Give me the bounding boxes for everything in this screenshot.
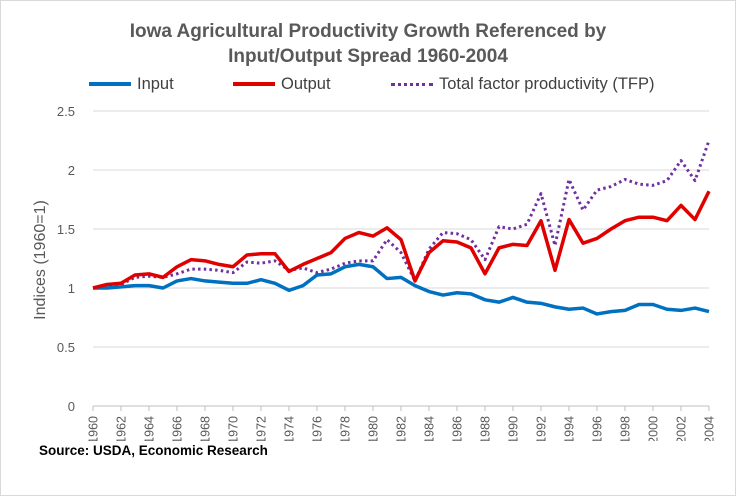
y-tick-label: 1.5 xyxy=(57,222,75,237)
x-tick-label: 2004 xyxy=(703,416,717,441)
x-tick-label: 1992 xyxy=(535,416,549,441)
x-tick-label: 1978 xyxy=(339,416,353,441)
chart-frame: Iowa Agricultural Productivity Growth Re… xyxy=(0,0,736,496)
gridlines xyxy=(93,111,709,406)
x-tick-label: 1980 xyxy=(367,416,381,441)
x-tick-label: 1996 xyxy=(591,416,605,441)
series-line-input xyxy=(93,264,709,314)
series-line-total-factor-productivity-tfp xyxy=(93,141,709,289)
series-line-output xyxy=(93,191,709,288)
x-tick-label: 2000 xyxy=(647,416,661,441)
y-axis-title: Indices (1960=1) xyxy=(32,200,49,320)
y-tick-label: 0.5 xyxy=(57,340,75,355)
x-tick-label: 1988 xyxy=(479,416,493,441)
x-tick-label: 1998 xyxy=(619,416,633,441)
x-tick-label: 1976 xyxy=(311,416,325,441)
y-axis-ticks: 0 0.5 1 1.5 2 2.5 xyxy=(57,104,75,414)
source-note: Source: USDA, Economic Research xyxy=(39,443,268,458)
x-tick-label: 1960 xyxy=(87,416,101,441)
x-tick-label: 1994 xyxy=(563,416,577,441)
x-tick-label: 1984 xyxy=(423,416,437,441)
x-tick-label: 1974 xyxy=(283,416,297,441)
x-tick-label: 1972 xyxy=(255,416,269,441)
x-tick-label: 1962 xyxy=(115,416,129,441)
x-tick-label: 1982 xyxy=(395,416,409,441)
x-tick-label: 1968 xyxy=(199,416,213,441)
y-tick-label: 2.5 xyxy=(57,104,75,119)
y-tick-label: 1 xyxy=(68,281,75,296)
x-tick-label: 2002 xyxy=(675,416,689,441)
x-tick-label: 1964 xyxy=(143,416,157,441)
x-tick-label: 1990 xyxy=(507,416,521,441)
x-tick-label: 1970 xyxy=(227,416,241,441)
line-chart: 0 0.5 1 1.5 2 2.5 1960 1962 1964 1966 1968 1970 197… xyxy=(1,1,735,441)
y-tick-label: 0 xyxy=(68,399,75,414)
x-tick-label: 1986 xyxy=(451,416,465,441)
y-tick-label: 2 xyxy=(68,163,75,178)
x-tick-label: 1966 xyxy=(171,416,185,441)
x-axis-ticks: 1960 1962 1964 1966 1968 1970 1972 1974 1976 1978… xyxy=(87,406,717,441)
